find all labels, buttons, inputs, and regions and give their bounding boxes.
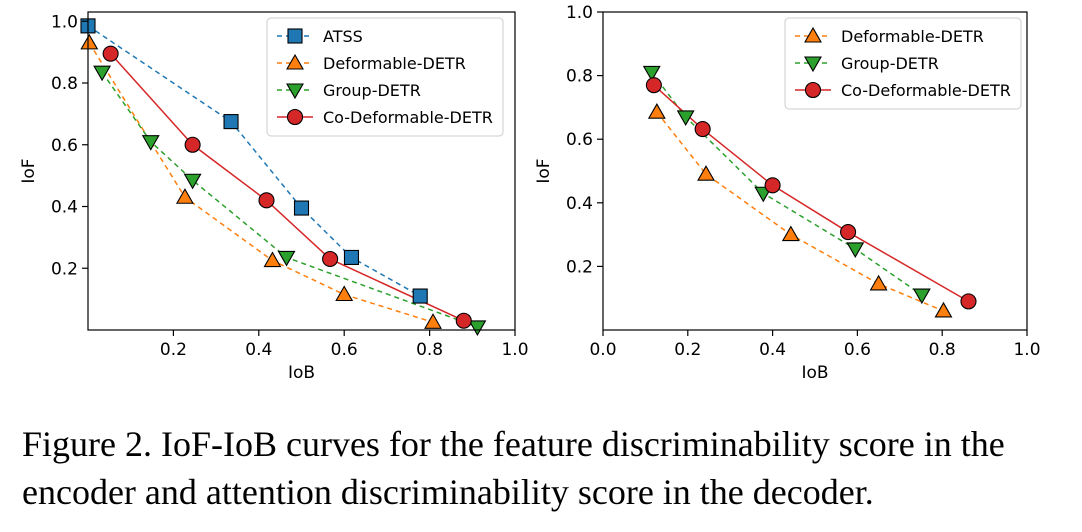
data-point-deformable-detr (781, 225, 800, 242)
x-axis-label: IoB (288, 363, 315, 383)
legend-marker-co-deformable-detr (804, 81, 822, 99)
data-point-deformable-detr (80, 33, 99, 50)
data-point-deformable-detr (263, 251, 282, 268)
legend-label: ATSS (323, 27, 363, 46)
data-point-deformable-detr (175, 188, 194, 204)
data-point-co-deformable-detr (102, 45, 119, 62)
data-point-co-deformable-detr (960, 293, 977, 310)
legend: ATSS Deformable-DETR Group-DETR Co-Deformab… (266, 17, 504, 137)
x-tick-label: 1.0 (501, 340, 528, 360)
x-tick-label: 0.0 (589, 340, 616, 360)
y-tick-label: 0.8 (51, 74, 78, 94)
data-point-co-deformable-detr (455, 312, 472, 329)
data-point-deformable-detr (697, 165, 715, 181)
y-tick-label: 1.0 (566, 3, 593, 23)
data-point-group-detr (141, 135, 160, 151)
data-point-deformable-detr (934, 301, 953, 318)
data-point-deformable-detr (869, 274, 888, 291)
data-point-group-detr (277, 250, 296, 267)
x-tick-label: 1.0 (1013, 340, 1040, 360)
series-line-co-deformable-detr (653, 84, 969, 303)
y-tick-label: 0.2 (566, 257, 593, 277)
legend-label: Co-Deformable-DETR (841, 81, 1011, 100)
x-axis-label: IoB (801, 363, 828, 383)
x-tick-label: 0.6 (844, 340, 871, 360)
data-point-deformable-detr (424, 313, 442, 329)
data-point-deformable-detr (647, 103, 666, 119)
data-point-group-detr (846, 242, 865, 259)
legend: Deformable-DETR Group-DETR Co-Deformable-D… (784, 17, 1022, 110)
data-point-co-deformable-detr (694, 120, 711, 138)
legend-marker-co-deformable-detr (286, 108, 304, 126)
y-axis-label: IoF (534, 158, 554, 183)
y-tick-label: 0.6 (51, 136, 78, 156)
data-point-atss (293, 200, 310, 216)
y-tick-label: 0.8 (566, 67, 593, 87)
y-axis-label: IoF (19, 158, 39, 183)
legend-marker-group-detr (804, 56, 822, 73)
data-point-co-deformable-detr (840, 224, 857, 241)
figure-charts: 0.2 0.4 0.6 0.8 1.0 0.2 0.4 0.6 0.8 1.0 IoB IoF ATSS… (19, 3, 1041, 383)
x-tick-label: 0.4 (245, 340, 272, 360)
data-point-co-deformable-detr (322, 250, 339, 268)
x-tick-label: 0.8 (416, 340, 443, 360)
legend-box (266, 17, 504, 137)
legend-label: Deformable-DETR (323, 54, 466, 73)
legend-label: Co-Deformable-DETR (323, 108, 493, 127)
y-tick-label: 1.0 (51, 12, 78, 32)
legend-label: Deformable-DETR (841, 27, 984, 46)
chart-2: 0.0 0.2 0.4 0.6 0.8 1.0 0.2 0.4 0.6 0.8 1.0 IoB IoF D… (534, 3, 1041, 383)
legend-label: Group-DETR (323, 81, 421, 100)
x-tick-label: 0.2 (674, 340, 701, 360)
legend-label: Group-DETR (841, 54, 939, 73)
x-tick-label: 0.4 (759, 340, 786, 360)
y-tick-label: 0.2 (51, 259, 78, 279)
x-tick-label: 0.8 (929, 340, 956, 360)
x-tick-label: 0.6 (331, 340, 358, 360)
y-tick-label: 0.6 (566, 130, 593, 150)
legend-box (784, 17, 1022, 110)
x-tick-label: 0.2 (160, 340, 187, 360)
data-point-group-detr (642, 65, 661, 82)
data-point-co-deformable-detr (764, 177, 781, 194)
data-point-deformable-detr (335, 285, 354, 302)
data-point-group-detr (93, 65, 112, 82)
legend-marker-group-detr (286, 83, 304, 100)
data-point-group-detr (676, 110, 695, 127)
data-point-group-detr (912, 288, 931, 305)
data-point-group-detr (468, 320, 487, 337)
data-point-group-detr (183, 173, 202, 190)
legend-marker-deformable-detr (286, 53, 304, 70)
legend-marker-atss (287, 28, 303, 44)
data-point-atss (343, 249, 360, 265)
figure-caption: Figure 2. IoF-IoB curves for the feature… (22, 424, 1005, 512)
data-point-co-deformable-detr (258, 192, 275, 209)
plot-frame (87, 11, 516, 331)
data-point-co-deformable-detr (645, 77, 662, 94)
data-point-atss (223, 114, 239, 130)
y-tick-label: 0.4 (566, 194, 593, 214)
data-point-co-deformable-detr (184, 136, 201, 153)
plot-frame (602, 11, 1028, 331)
chart-1: 0.2 0.4 0.6 0.8 1.0 0.2 0.4 0.6 0.8 1.0 IoB IoF ATSS… (19, 11, 529, 383)
data-point-atss (412, 288, 428, 304)
series-line-group-detr (101, 71, 478, 328)
legend-marker-deformable-detr (804, 26, 822, 43)
y-tick-label: 0.4 (51, 198, 78, 218)
